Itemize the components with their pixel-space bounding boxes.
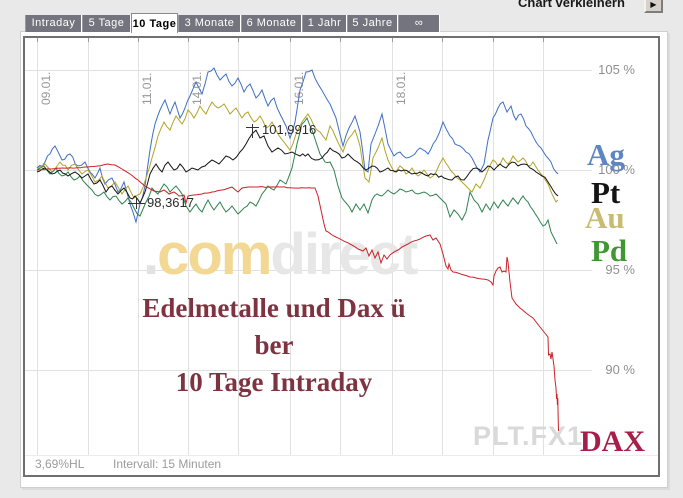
watermark-dot: . [143, 222, 159, 287]
instrument-code-watermark: PLT.FX1 [473, 421, 584, 451]
series-lines [36, 67, 559, 432]
legend-pt: Pt [591, 175, 621, 210]
chart-shrink-link[interactable]: Chart verkleinern [518, 0, 625, 10]
legend-au: Au [585, 200, 625, 235]
y-axis-label-105: 105 % [598, 62, 635, 77]
series-pd-line [36, 116, 558, 245]
high-low-range: 3,69%HL [35, 457, 85, 471]
tab-6-monate[interactable]: 6 Monate [241, 15, 302, 32]
tab-1-jahr[interactable]: 1 Jahr [302, 15, 347, 32]
tab-3-monate[interactable]: 3 Monate [178, 15, 241, 32]
gridlines [25, 38, 658, 456]
chart-title-line3: 10 Tage Intraday [175, 367, 373, 397]
interval-label: Intervall: 15 Minuten [113, 457, 222, 471]
series-pt-line [36, 129, 559, 204]
series-dax-line [36, 163, 559, 432]
chart-title: Edelmetalle und Dax ü ber 10 Tage Intrad… [55, 290, 493, 401]
tab-10-tage[interactable]: 10 Tage [131, 13, 178, 33]
y-axis-label-90: 90 % [605, 362, 635, 377]
tab-intraday[interactable]: Intraday [25, 15, 82, 32]
chart-shrink-button[interactable]: ▶ [644, 0, 663, 13]
legend-ag: Ag [587, 137, 625, 172]
legend-dax: DAX [580, 425, 645, 458]
period-tabbar: Intraday 5 Tage 10 Tage 3 Monate 6 Monate 1 J… [25, 13, 440, 33]
chart-title-line2: ber [254, 330, 294, 360]
y-axis-label-95: 95 % [605, 262, 635, 277]
series-ag-line [36, 67, 559, 224]
chart-title-line1: Edelmetalle und Dax ü [142, 293, 406, 323]
watermark-com: com [157, 222, 272, 287]
watermark-direct: direct [270, 222, 418, 287]
tab-5-jahre[interactable]: 5 Jahre [347, 15, 398, 32]
low-annotation: 98,3617 [147, 195, 194, 210]
chart-area: .comdirect Edelmetalle und Dax ü ber 10 … [23, 36, 660, 477]
tab-∞[interactable]: ∞ [398, 15, 440, 32]
y-axis-label-100: 100 % [598, 162, 635, 177]
comdirect-watermark: .comdirect [143, 221, 418, 288]
series-au-line [36, 101, 559, 203]
high-annotation: 101,9916 [262, 122, 317, 137]
tab-5-tage[interactable]: 5 Tage [82, 15, 131, 32]
legend-pd: Pd [591, 233, 628, 268]
